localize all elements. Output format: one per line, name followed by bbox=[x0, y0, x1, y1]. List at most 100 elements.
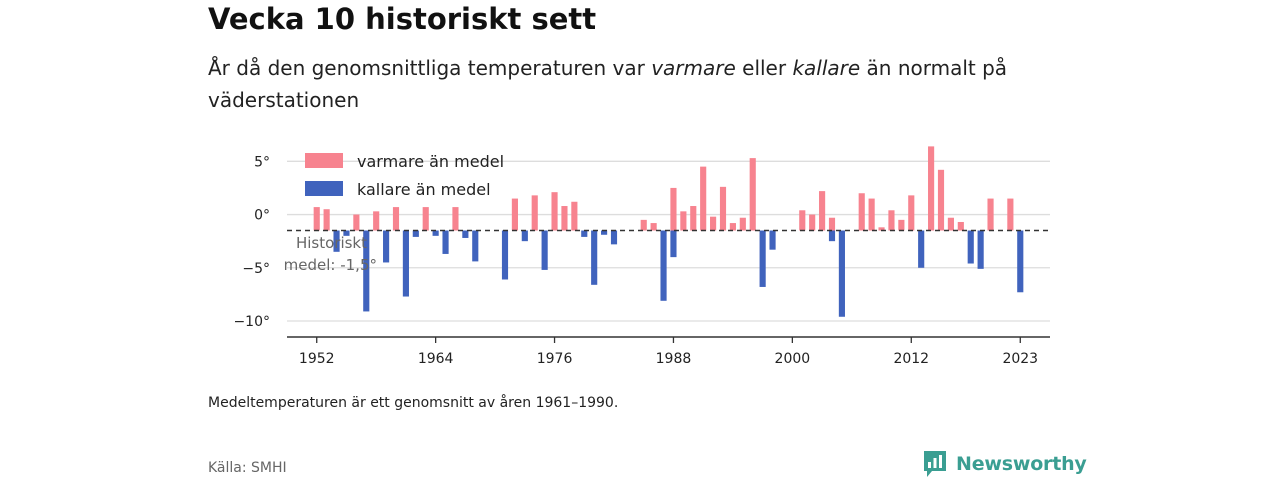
y-tick-label: −10° bbox=[233, 314, 270, 330]
bar-warm-1963 bbox=[422, 207, 429, 231]
bar-warm-2007 bbox=[858, 193, 865, 231]
subtitle-part-3: än normalt på väderstationen bbox=[208, 56, 1008, 112]
legend-swatch-warm bbox=[305, 153, 343, 168]
x-tick-label: 1988 bbox=[656, 351, 692, 367]
bar-warm-1952 bbox=[313, 207, 320, 231]
bar-warm-1994 bbox=[729, 223, 736, 231]
bar-cold-1959 bbox=[383, 230, 390, 263]
bar-warm-1972 bbox=[511, 198, 518, 231]
legend-label-warm: varmare än medel bbox=[357, 152, 504, 171]
bar-warm-1985 bbox=[640, 219, 647, 231]
chart-title: Vecka 10 historiskt sett bbox=[208, 2, 597, 36]
bar-warm-1992 bbox=[710, 216, 717, 231]
bar-cold-1973 bbox=[521, 230, 528, 242]
bar-warm-1974 bbox=[531, 195, 538, 231]
y-tick-label: 5° bbox=[254, 154, 270, 170]
bar-cold-2019 bbox=[977, 230, 984, 269]
bar-cold-1954 bbox=[333, 230, 340, 252]
y-tick-label: −5° bbox=[242, 261, 270, 277]
baseline: Historiskt medel: -1,5° bbox=[284, 229, 1050, 274]
bar-cold-2018 bbox=[967, 230, 974, 264]
bar-cold-1982 bbox=[610, 230, 618, 245]
bar-warm-2015 bbox=[937, 169, 945, 231]
x-tick-label: 2023 bbox=[1002, 351, 1038, 367]
bar-cold-1957 bbox=[363, 230, 370, 312]
bar-warm-1977 bbox=[561, 206, 568, 231]
x-tick-label: 1976 bbox=[537, 351, 573, 367]
bar-warm-1986 bbox=[650, 223, 657, 231]
subtitle-part-2: eller bbox=[735, 56, 793, 80]
bar-cold-1979 bbox=[581, 230, 588, 237]
bar-cold-1961 bbox=[402, 230, 409, 297]
axes: 5° 0° −5° −10° 1952 1964 1976 1988 2000 2012 2023 bbox=[233, 154, 1050, 367]
bar-cold-1980 bbox=[591, 230, 598, 285]
bar-warm-1960 bbox=[392, 207, 400, 231]
bar-warm-2017 bbox=[957, 221, 964, 231]
baseline-label-line-1: Historiskt bbox=[296, 234, 367, 252]
baseline-label-line-2: medel: -1,5° bbox=[284, 256, 377, 274]
x-tick-label: 1964 bbox=[418, 351, 454, 367]
bar-cold-1987 bbox=[660, 230, 667, 301]
bar-warm-2003 bbox=[819, 191, 826, 231]
bar-warm-1995 bbox=[739, 217, 746, 231]
bar-cold-1997 bbox=[759, 230, 766, 287]
footnote: Medeltemperaturen är ett genomsnitt av å… bbox=[208, 395, 619, 411]
bar-warm-1976 bbox=[551, 192, 558, 231]
temperature-bar-chart: Historiskt medel: -1,5° 5° 0° −5° −10° 1952 19… bbox=[233, 146, 1050, 367]
bar-cold-2004 bbox=[828, 230, 836, 242]
bar-cold-2013 bbox=[918, 230, 925, 268]
bar-warm-2010 bbox=[888, 210, 895, 231]
bar-warm-1989 bbox=[680, 211, 687, 231]
bar-warm-1953 bbox=[323, 209, 330, 231]
bar-warm-2020 bbox=[987, 198, 994, 231]
bar-warm-1991 bbox=[700, 166, 707, 231]
bar-cold-1955 bbox=[343, 230, 350, 236]
bar-cold-2023 bbox=[1017, 230, 1024, 293]
bar-warm-1990 bbox=[690, 206, 697, 231]
x-tick-label: 1952 bbox=[299, 351, 335, 367]
bar-warm-1978 bbox=[571, 201, 578, 231]
bar-cold-1975 bbox=[541, 230, 548, 270]
x-tick-label: 2012 bbox=[893, 351, 929, 367]
bar-warm-2004 bbox=[828, 217, 836, 231]
brand-logo: Newsworthy bbox=[922, 450, 1087, 478]
x-tick-label: 2000 bbox=[775, 351, 811, 367]
bar-warm-1988 bbox=[670, 187, 677, 231]
bar-warm-2016 bbox=[947, 217, 954, 231]
bar-cold-1964 bbox=[432, 230, 439, 236]
source-label: Källa: SMHI bbox=[208, 460, 287, 476]
grid-lines bbox=[287, 160, 1050, 322]
bar-cold-1967 bbox=[462, 230, 469, 238]
subtitle-cold-word: kallare bbox=[792, 56, 861, 80]
bar-warm-1956 bbox=[353, 214, 360, 231]
bar-cold-1968 bbox=[472, 230, 479, 262]
newsworthy-chart-bubble-icon bbox=[924, 451, 946, 477]
subtitle-warm-word: varmare bbox=[651, 56, 736, 80]
bar-warm-2008 bbox=[868, 198, 875, 231]
bar-warm-2001 bbox=[799, 210, 806, 231]
bar-warm-1993 bbox=[719, 186, 727, 231]
chart-subtitle: År då den genomsnittliga temperaturen va… bbox=[208, 52, 1038, 116]
bar-cold-1988 bbox=[670, 230, 677, 258]
bar-warm-2002 bbox=[809, 214, 816, 231]
legend-swatch-cold bbox=[305, 181, 343, 196]
legend: varmare än medel kallare än medel bbox=[305, 152, 504, 199]
bar-warm-2014 bbox=[928, 146, 935, 231]
bar-warm-2022 bbox=[1007, 198, 1014, 231]
subtitle-part-1: År då den genomsnittliga temperaturen va… bbox=[208, 56, 652, 80]
bar-cold-1971 bbox=[501, 230, 509, 280]
y-tick-label: 0° bbox=[254, 208, 270, 224]
bar-warm-1958 bbox=[373, 211, 380, 231]
bar-warm-2012 bbox=[908, 195, 915, 231]
bars bbox=[313, 146, 1024, 317]
bar-warm-2011 bbox=[898, 219, 905, 231]
bar-cold-1981 bbox=[601, 230, 608, 235]
bar-warm-1996 bbox=[749, 158, 756, 231]
legend-label-cold: kallare än medel bbox=[357, 180, 491, 199]
bar-warm-1966 bbox=[452, 207, 459, 231]
bar-cold-1965 bbox=[442, 230, 449, 254]
bar-cold-1962 bbox=[412, 230, 419, 237]
bar-cold-1998 bbox=[769, 230, 776, 250]
bar-warm-2009 bbox=[878, 227, 885, 231]
brand-name: Newsworthy bbox=[956, 453, 1087, 475]
